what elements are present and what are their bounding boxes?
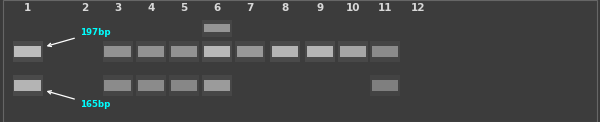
Bar	[372, 80, 398, 91]
Bar	[202, 75, 232, 96]
Bar	[136, 75, 166, 96]
Bar	[372, 46, 398, 57]
Text: 11: 11	[378, 3, 392, 13]
Text: 6: 6	[214, 3, 221, 13]
Text: 5: 5	[181, 3, 188, 13]
Bar	[370, 75, 400, 96]
Bar	[136, 41, 166, 62]
Bar	[237, 46, 263, 57]
Text: 197bp: 197bp	[48, 28, 110, 46]
Bar	[204, 46, 230, 57]
Text: 7: 7	[247, 3, 254, 13]
Bar	[14, 80, 41, 91]
Bar	[340, 46, 366, 57]
Text: 2: 2	[82, 3, 89, 13]
Bar	[370, 41, 400, 62]
Bar	[307, 46, 333, 57]
Bar	[169, 41, 199, 62]
Bar	[171, 46, 197, 57]
Bar	[202, 20, 232, 36]
Bar	[103, 41, 133, 62]
Text: 12: 12	[411, 3, 425, 13]
Bar	[338, 41, 368, 62]
Bar	[171, 80, 197, 91]
Text: 10: 10	[346, 3, 360, 13]
Bar	[13, 41, 43, 62]
Bar	[104, 80, 131, 91]
Bar	[138, 80, 164, 91]
Bar	[103, 75, 133, 96]
Text: 4: 4	[148, 3, 155, 13]
Bar	[235, 41, 265, 62]
Text: 8: 8	[281, 3, 289, 13]
Bar	[104, 46, 131, 57]
Bar	[270, 41, 300, 62]
Text: 165bp: 165bp	[48, 91, 110, 109]
Text: 3: 3	[114, 3, 121, 13]
Text: 1: 1	[24, 3, 31, 13]
Bar	[13, 75, 43, 96]
Bar	[305, 41, 335, 62]
Bar	[202, 41, 232, 62]
Text: 9: 9	[316, 3, 323, 13]
Bar	[272, 46, 298, 57]
Bar	[138, 46, 164, 57]
Bar	[14, 46, 41, 57]
Bar	[204, 80, 230, 91]
Bar	[169, 75, 199, 96]
Bar	[204, 25, 230, 32]
